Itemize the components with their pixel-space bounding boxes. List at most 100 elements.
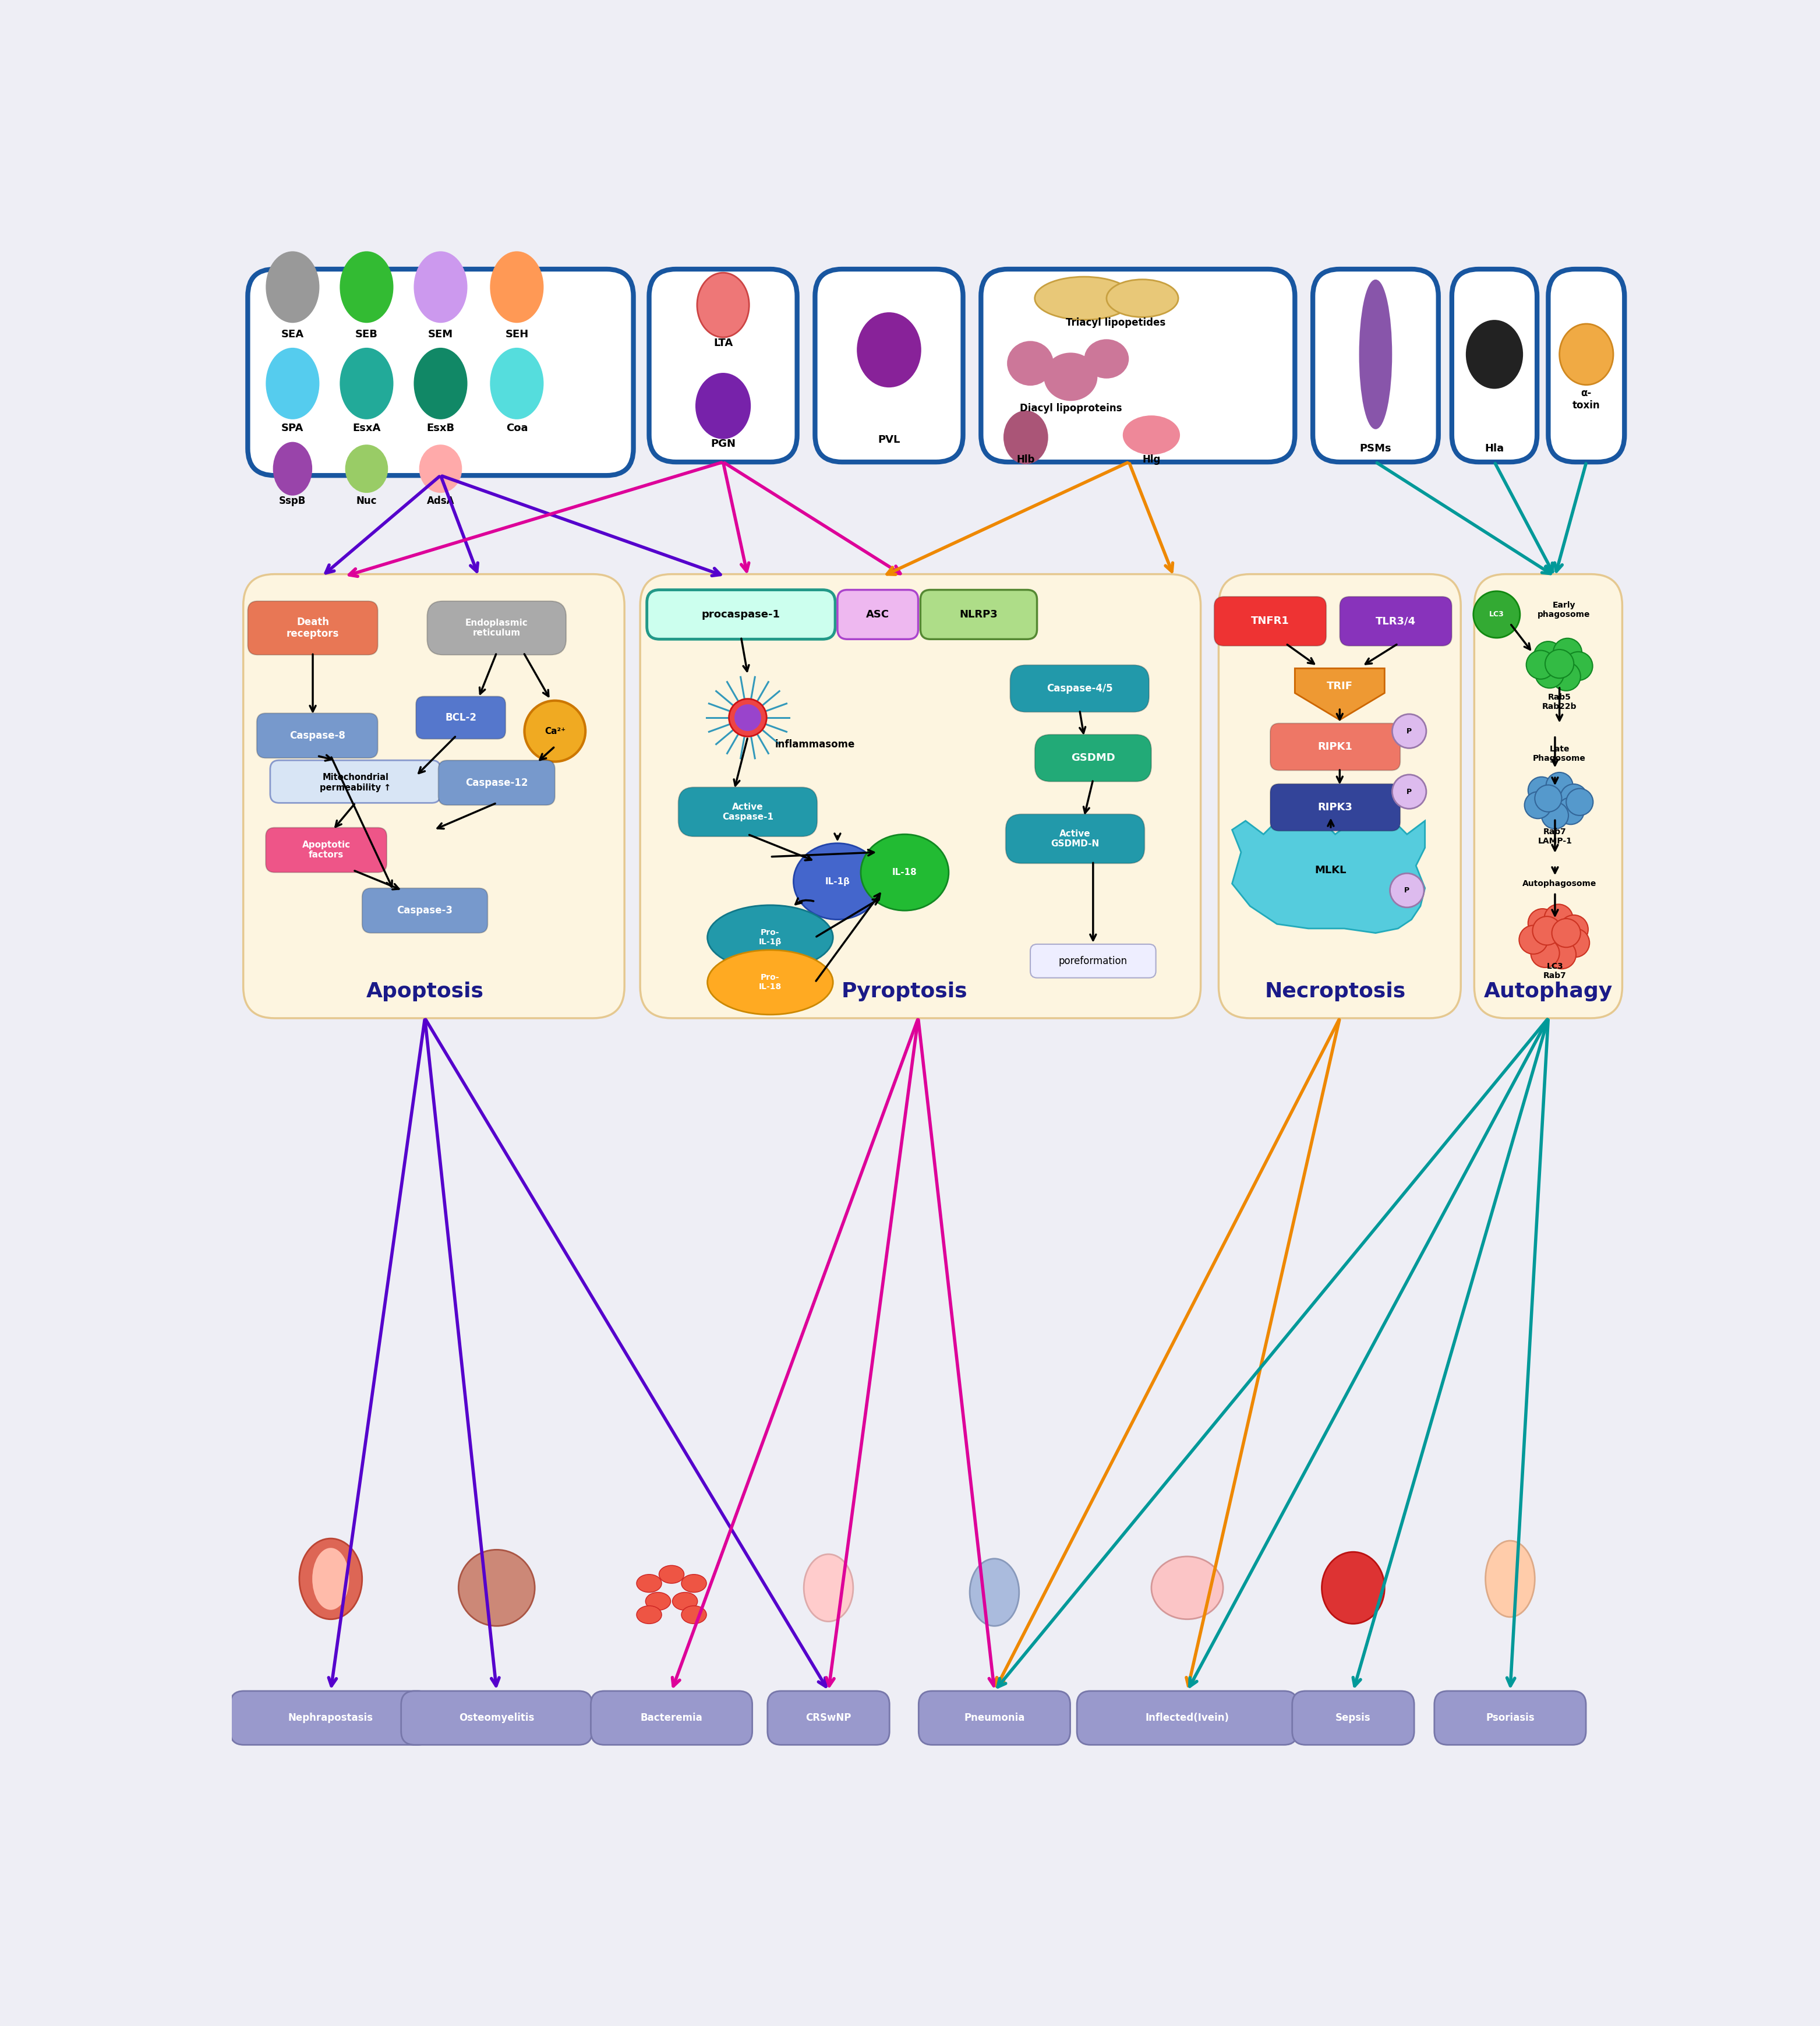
Ellipse shape — [491, 348, 542, 419]
FancyBboxPatch shape — [646, 590, 835, 638]
Ellipse shape — [1552, 663, 1580, 691]
FancyBboxPatch shape — [257, 713, 379, 758]
FancyBboxPatch shape — [362, 887, 488, 934]
Text: TLR3/4: TLR3/4 — [1376, 616, 1416, 626]
FancyBboxPatch shape — [244, 573, 624, 1019]
Text: Death
receptors: Death receptors — [286, 616, 339, 640]
Text: Rab5
Rab22b: Rab5 Rab22b — [1542, 693, 1576, 711]
Text: Caspase-3: Caspase-3 — [397, 906, 453, 916]
Ellipse shape — [346, 446, 388, 492]
Ellipse shape — [1567, 788, 1592, 814]
Ellipse shape — [1525, 792, 1551, 819]
Text: NLRP3: NLRP3 — [959, 610, 997, 620]
FancyBboxPatch shape — [1270, 784, 1400, 831]
Ellipse shape — [1085, 340, 1128, 377]
Text: LC3
Rab7: LC3 Rab7 — [1543, 962, 1567, 981]
FancyBboxPatch shape — [1434, 1692, 1585, 1744]
FancyBboxPatch shape — [919, 1692, 1070, 1744]
Ellipse shape — [459, 1550, 535, 1627]
Text: CRSwNP: CRSwNP — [806, 1712, 852, 1724]
FancyBboxPatch shape — [641, 573, 1201, 1019]
Text: EsxB: EsxB — [426, 423, 455, 434]
Ellipse shape — [681, 1607, 706, 1623]
FancyBboxPatch shape — [981, 269, 1294, 462]
Text: Pro-
IL-1β: Pro- IL-1β — [759, 928, 781, 946]
Ellipse shape — [1563, 652, 1592, 681]
Text: Autophagosome: Autophagosome — [1522, 879, 1596, 887]
FancyBboxPatch shape — [1036, 735, 1152, 782]
Ellipse shape — [415, 251, 466, 322]
Ellipse shape — [298, 1538, 362, 1619]
FancyBboxPatch shape — [266, 827, 388, 873]
Polygon shape — [1294, 669, 1385, 719]
Text: Sepsis: Sepsis — [1336, 1712, 1370, 1724]
Ellipse shape — [1152, 1556, 1223, 1619]
FancyBboxPatch shape — [231, 1692, 431, 1744]
Ellipse shape — [1534, 642, 1563, 671]
Ellipse shape — [1529, 910, 1556, 938]
Ellipse shape — [1560, 324, 1613, 385]
Text: PSMs: PSMs — [1360, 444, 1392, 454]
Text: Bacteremia: Bacteremia — [641, 1712, 703, 1724]
Text: Ca²⁺: Ca²⁺ — [544, 727, 566, 735]
Ellipse shape — [861, 835, 948, 910]
Text: RIPK1: RIPK1 — [1318, 742, 1352, 752]
FancyBboxPatch shape — [1219, 573, 1461, 1019]
Ellipse shape — [1321, 1552, 1385, 1623]
Ellipse shape — [1552, 918, 1580, 948]
Text: LC3: LC3 — [1489, 610, 1503, 618]
Text: Osteomyelitis: Osteomyelitis — [459, 1712, 535, 1724]
FancyBboxPatch shape — [1312, 269, 1438, 462]
Text: Hlb: Hlb — [1017, 454, 1036, 466]
FancyBboxPatch shape — [679, 788, 817, 837]
Text: IL-1β: IL-1β — [824, 877, 850, 885]
Text: TRIF: TRIF — [1327, 681, 1352, 691]
Text: PVL: PVL — [877, 434, 901, 446]
Text: Caspase-12: Caspase-12 — [466, 778, 528, 788]
Text: SEM: SEM — [428, 328, 453, 340]
Text: Necroptosis: Necroptosis — [1265, 981, 1405, 1001]
Text: α-
toxin: α- toxin — [1572, 387, 1600, 411]
Text: Hlg: Hlg — [1143, 454, 1161, 466]
FancyBboxPatch shape — [1006, 814, 1145, 863]
Ellipse shape — [415, 348, 466, 419]
Ellipse shape — [1552, 638, 1582, 667]
Ellipse shape — [708, 906, 834, 970]
Text: Pyroptosis: Pyroptosis — [841, 981, 968, 1001]
Ellipse shape — [266, 348, 318, 419]
Ellipse shape — [1392, 713, 1427, 748]
FancyBboxPatch shape — [428, 602, 566, 654]
FancyBboxPatch shape — [417, 697, 506, 739]
FancyBboxPatch shape — [248, 269, 633, 476]
Ellipse shape — [681, 1574, 706, 1592]
Ellipse shape — [1562, 928, 1589, 956]
FancyBboxPatch shape — [837, 590, 917, 638]
Text: PGN: PGN — [710, 440, 735, 450]
Ellipse shape — [1531, 938, 1560, 968]
Ellipse shape — [1467, 320, 1522, 389]
FancyBboxPatch shape — [1474, 573, 1622, 1019]
Ellipse shape — [697, 274, 750, 336]
Ellipse shape — [1542, 802, 1569, 829]
Ellipse shape — [672, 1592, 697, 1611]
Text: TNFR1: TNFR1 — [1250, 616, 1289, 626]
Text: Psoriasis: Psoriasis — [1485, 1712, 1534, 1724]
Ellipse shape — [1536, 658, 1563, 689]
Text: SEA: SEA — [282, 328, 304, 340]
Ellipse shape — [1560, 916, 1589, 944]
Ellipse shape — [1474, 592, 1520, 638]
Ellipse shape — [1005, 411, 1046, 464]
Text: SPA: SPA — [282, 423, 304, 434]
Text: Apoptotic
factors: Apoptotic factors — [302, 841, 351, 859]
Polygon shape — [1232, 816, 1425, 934]
Ellipse shape — [273, 444, 311, 494]
Text: Coa: Coa — [506, 423, 528, 434]
Ellipse shape — [708, 950, 834, 1015]
Ellipse shape — [1390, 873, 1423, 908]
Text: Caspase-8: Caspase-8 — [289, 731, 346, 742]
FancyBboxPatch shape — [269, 760, 440, 802]
Ellipse shape — [1545, 772, 1572, 800]
Text: Autophagy: Autophagy — [1483, 981, 1613, 1001]
Text: Nuc: Nuc — [357, 496, 377, 506]
Ellipse shape — [1107, 280, 1178, 318]
